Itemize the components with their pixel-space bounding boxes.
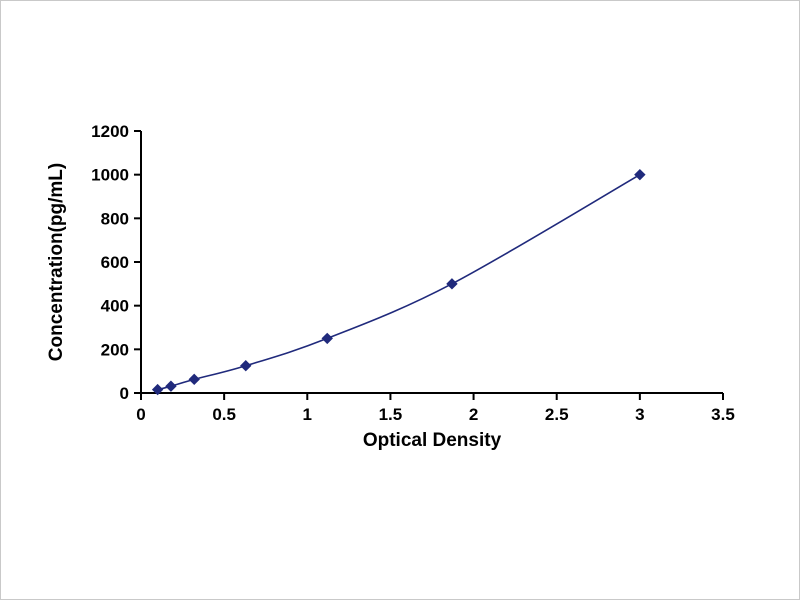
x-tick-label: 1 [303, 405, 312, 424]
y-tick-label: 400 [101, 297, 129, 316]
data-point-marker [188, 373, 200, 386]
data-point-marker [151, 383, 164, 396]
y-tick-label: 600 [101, 253, 129, 272]
x-tick-label: 2.5 [545, 405, 569, 424]
data-point-marker [321, 332, 333, 345]
y-tick-label: 1000 [91, 166, 129, 185]
x-tick-label: 3 [635, 405, 644, 424]
x-tick-label: 2 [469, 405, 478, 424]
y-tick-label: 200 [101, 340, 129, 359]
y-tick-label: 0 [120, 384, 129, 403]
data-point-marker [634, 168, 646, 181]
standard-curve-line [157, 173, 641, 391]
x-axis-title: Optical Density [362, 430, 502, 451]
x-tick-label: 0.5 [212, 405, 236, 424]
x-tick-label: 3.5 [711, 405, 735, 424]
data-point-marker [446, 278, 458, 290]
x-tick-label: 0 [136, 405, 145, 424]
y-tick-label: 1200 [91, 122, 129, 141]
x-tick-label: 1.5 [379, 405, 403, 424]
data-point-marker [240, 360, 252, 372]
data-point-marker [165, 380, 177, 392]
y-axis-title: Concentration(pg/mL) [46, 162, 67, 362]
y-tick-label: 800 [101, 209, 129, 228]
